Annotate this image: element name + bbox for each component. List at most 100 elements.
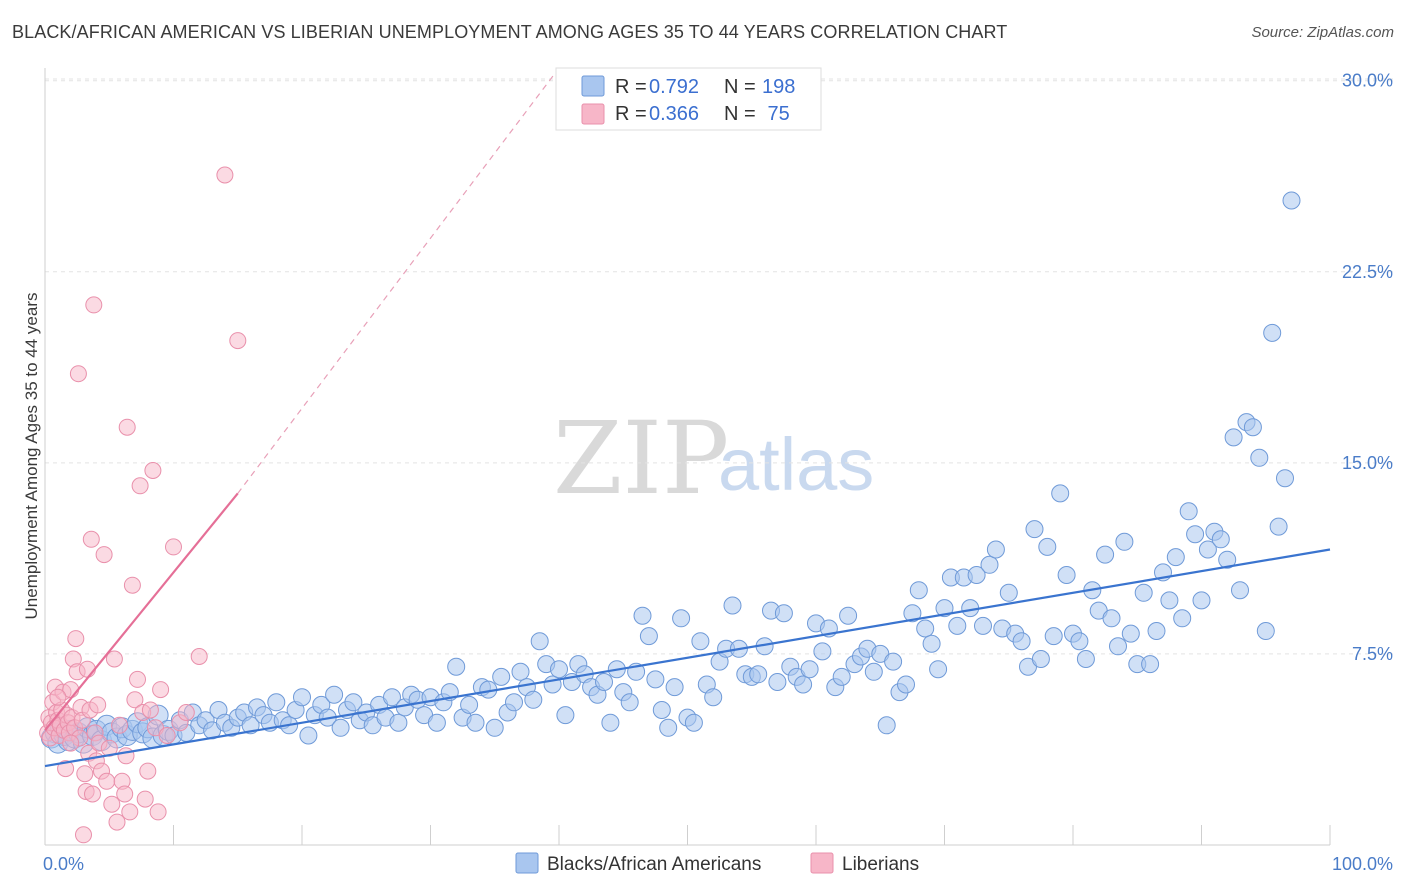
- data-point-blacks: [1179, 502, 1198, 521]
- data-point-liberians: [131, 477, 149, 495]
- data-point-blacks: [794, 675, 813, 694]
- data-point-blacks: [505, 693, 523, 712]
- legend-pink-swatch: [581, 103, 605, 125]
- data-point-blacks: [864, 662, 883, 681]
- data-point-blacks: [1263, 323, 1282, 342]
- data-point-blacks: [986, 540, 1005, 559]
- bottom-legend-pink-swatch: [810, 852, 834, 874]
- y-tick-label: 15.0%: [1342, 453, 1393, 473]
- data-point-blacks: [1282, 191, 1301, 210]
- data-point-blacks: [485, 718, 504, 737]
- data-point-liberians: [123, 576, 141, 594]
- gridlines: [45, 78, 1393, 655]
- data-point-blacks: [646, 670, 665, 689]
- data-point-blacks: [299, 726, 318, 745]
- data-point-blacks: [1256, 622, 1275, 640]
- legend-n-label-2: N =: [724, 103, 756, 125]
- data-point-liberians: [49, 688, 67, 706]
- data-point-blacks: [383, 688, 401, 707]
- watermark-zip: ZIP: [553, 400, 729, 517]
- data-point-blacks: [1109, 637, 1127, 656]
- data-point-blacks: [659, 718, 678, 737]
- data-point-liberians: [95, 546, 113, 564]
- data-point-blacks: [1160, 591, 1179, 610]
- data-point-liberians: [216, 166, 234, 184]
- data-point-blacks: [1276, 469, 1294, 488]
- legend-r-label-2: R =: [615, 103, 647, 125]
- data-point-liberians: [149, 803, 167, 821]
- data-point-blacks: [1031, 650, 1050, 668]
- data-point-blacks: [1250, 448, 1269, 467]
- bottom-legend-liberians: Liberians: [842, 854, 919, 875]
- data-point-liberians: [57, 760, 75, 778]
- data-point-blacks: [466, 713, 485, 732]
- data-point-blacks: [922, 634, 941, 653]
- data-point-liberians: [111, 716, 128, 734]
- data-point-blacks: [665, 678, 684, 697]
- data-point-blacks: [1115, 532, 1134, 551]
- y-tick-label: 22.5%: [1342, 262, 1393, 282]
- data-point-blacks: [1038, 537, 1057, 556]
- data-point-blacks: [684, 713, 703, 732]
- bottom-legend-blue-swatch: [515, 852, 539, 874]
- data-point-liberians: [144, 462, 162, 479]
- data-point-blacks: [1269, 517, 1288, 536]
- data-point-liberians: [152, 681, 170, 699]
- data-point-liberians: [158, 727, 176, 744]
- y-axis-title: Unemployment Among Ages 35 to 44 years: [22, 293, 41, 620]
- legend-r-value-2: 0.366: [649, 103, 699, 125]
- data-point-liberians: [75, 826, 92, 844]
- data-point-blacks: [1025, 520, 1044, 539]
- data-point-blacks: [774, 604, 793, 623]
- source-label: Source: ZipAtlas.com: [1251, 24, 1394, 41]
- data-point-blacks: [877, 716, 896, 735]
- data-point-blacks: [331, 718, 350, 737]
- y-tick-label: 30.0%: [1342, 71, 1393, 91]
- data-point-blacks: [1198, 540, 1217, 559]
- data-point-blacks: [980, 555, 999, 574]
- data-point-blacks: [595, 673, 613, 691]
- data-point-liberians: [69, 365, 87, 383]
- data-point-liberians: [165, 538, 182, 556]
- data-point-liberians: [117, 747, 135, 765]
- data-point-blacks: [550, 660, 568, 679]
- data-point-blacks: [948, 616, 967, 635]
- data-point-blacks: [1186, 525, 1205, 544]
- data-point-liberians: [82, 530, 100, 548]
- data-point-blacks: [325, 685, 344, 704]
- data-point-blacks: [492, 667, 511, 686]
- series-liberians-points: [39, 166, 247, 844]
- legend-n-label-1: N =: [724, 76, 756, 98]
- data-point-blacks: [460, 695, 479, 714]
- data-point-blacks: [929, 660, 948, 679]
- data-point-liberians: [129, 670, 146, 688]
- data-point-liberians: [84, 785, 101, 803]
- data-point-liberians: [190, 648, 208, 665]
- data-point-liberians: [62, 734, 80, 752]
- data-point-blacks: [524, 690, 543, 709]
- data-point-blacks: [530, 632, 549, 651]
- trend-line-liberians: [44, 492, 239, 732]
- y-tick-labels: 7.5% 15.0% 22.5% 30.0%: [1342, 71, 1393, 664]
- chart-title: BLACK/AFRICAN AMERICAN VS LIBERIAN UNEMP…: [12, 22, 1008, 42]
- y-tick-label: 7.5%: [1352, 644, 1393, 664]
- bottom-legend-blacks: Blacks/African Americans: [547, 854, 761, 875]
- data-point-blacks: [427, 713, 446, 732]
- data-point-blacks: [813, 642, 832, 661]
- data-point-blacks: [1166, 548, 1185, 567]
- data-point-blacks: [556, 706, 575, 725]
- x-tick-label: 0.0%: [43, 854, 84, 874]
- data-point-liberians: [229, 332, 247, 350]
- data-point-liberians: [177, 704, 195, 721]
- data-point-blacks: [1147, 622, 1166, 640]
- trend-lines: [44, 67, 1331, 768]
- data-point-liberians: [121, 803, 139, 821]
- data-point-blacks: [639, 627, 658, 646]
- data-point-blacks: [1012, 632, 1031, 651]
- data-point-blacks: [1141, 655, 1160, 674]
- data-point-blacks: [704, 688, 723, 707]
- data-point-blacks: [1057, 566, 1076, 584]
- data-point-blacks: [897, 675, 915, 694]
- data-point-liberians: [85, 296, 103, 314]
